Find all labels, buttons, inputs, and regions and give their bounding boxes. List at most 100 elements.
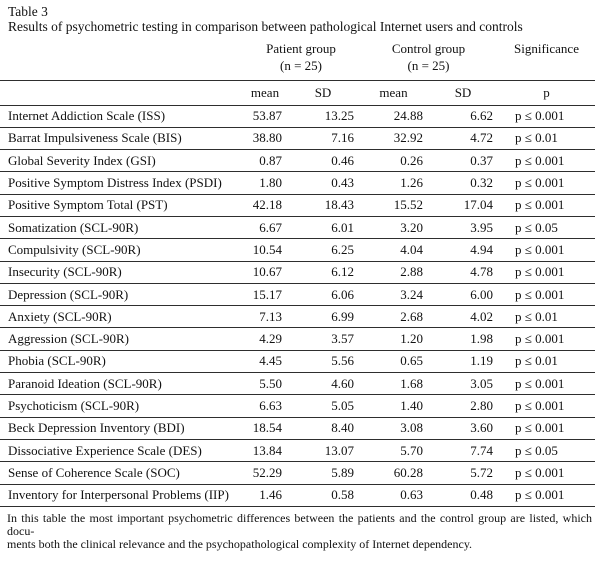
patient-sd-value: 0.43 [287,171,359,195]
table-row: Barrat Impulsiveness Scale (BIS) 38.80 7.1… [0,127,595,151]
control-mean-value: 3.24 [359,283,428,307]
p-value: p ≤ 0.001 [498,283,595,307]
table-header: Patient group (n = 25) Control group (n … [0,38,595,106]
patient-sd-value: 18.43 [287,194,359,217]
patient-mean-value: 38.80 [243,127,287,151]
control-mean-value: 3.08 [359,417,428,440]
patient-mean-value: 6.63 [243,394,287,418]
table-row: Phobia (SCL-90R) 4.45 5.56 0.65 1.19 p ≤ 0.01 [0,350,595,374]
patient-sd-value: 5.89 [287,461,359,485]
control-sd-value: 7.74 [428,439,498,463]
control-sd-value: 4.94 [428,238,498,262]
p-value: p ≤ 0.001 [498,417,595,440]
p-value: p ≤ 0.001 [498,171,595,195]
control-mean-value: 15.52 [359,194,428,217]
control-mean-header: mean [359,80,428,106]
patient-sd-value: 4.60 [287,372,359,396]
table-row: Paranoid Ideation (SCL-90R) 5.50 4.60 1.68 3… [0,372,595,396]
patient-sd-value: 6.01 [287,216,359,240]
patient-mean-value: 18.54 [243,417,287,440]
table-row: Insecurity (SCL-90R) 10.67 6.12 2.88 4.78 p ≤… [0,261,595,284]
control-group-n: (n = 25) [407,58,450,73]
control-sd-header: SD [428,80,498,106]
control-mean-value: 4.04 [359,238,428,262]
control-group-header: Control group (n = 25) [359,38,498,81]
control-sd-value: 4.72 [428,127,498,151]
patient-sd-value: 5.05 [287,394,359,418]
p-value: p ≤ 0.001 [498,484,595,507]
patient-sd-value: 13.07 [287,439,359,463]
table-subtitle: Results of psychometric testing in compa… [8,19,523,34]
patient-mean-value: 1.80 [243,171,287,195]
row-label: Global Severity Index (GSI) [0,149,243,173]
title-block: Table 3 Results of psychometric testing … [0,4,595,35]
control-sd-value: 1.19 [428,350,498,374]
control-mean-value: 1.68 [359,372,428,396]
control-mean-value: 0.65 [359,350,428,374]
row-label: Barrat Impulsiveness Scale (BIS) [0,127,243,151]
table-footnote: In this table the most important psychom… [0,510,595,551]
table-title: Table 3 [8,4,48,19]
control-mean-value: 60.28 [359,461,428,485]
p-value: p ≤ 0.001 [498,261,595,284]
control-mean-value: 1.20 [359,327,428,351]
patient-mean-value: 15.17 [243,283,287,307]
row-label: Compulsivity (SCL-90R) [0,238,243,262]
control-sd-value: 3.95 [428,216,498,240]
patient-sd-value: 0.46 [287,149,359,173]
p-value: p ≤ 0.001 [498,238,595,262]
control-sd-value: 17.04 [428,194,498,217]
table-row: Beck Depression Inventory (BDI) 18.54 8.40… [0,417,595,440]
control-sd-value: 1.98 [428,327,498,351]
table-row: Anxiety (SCL-90R) 7.13 6.99 2.68 4.02 p ≤ 0.0… [0,305,595,329]
p-value: p ≤ 0.001 [498,461,595,485]
row-label: Somatization (SCL-90R) [0,216,243,240]
row-label: Positive Symptom Total (PST) [0,194,243,217]
p-value: p ≤ 0.01 [498,305,595,329]
control-mean-value: 2.68 [359,305,428,329]
row-label: Paranoid Ideation (SCL-90R) [0,372,243,396]
control-sd-value: 6.62 [428,105,498,128]
patient-group-label: Patient group [266,41,336,56]
control-sd-value: 6.00 [428,283,498,307]
patient-sd-value: 5.56 [287,350,359,374]
control-sd-value: 4.02 [428,305,498,329]
group-header-row: Patient group (n = 25) Control group (n … [0,38,595,81]
control-mean-value: 5.70 [359,439,428,463]
control-sd-value: 3.05 [428,372,498,396]
p-value: p ≤ 0.001 [498,194,595,217]
control-sd-value: 0.32 [428,171,498,195]
table-row: Positive Symptom Total (PST) 42.18 18.43 15… [0,194,595,217]
control-mean-value: 32.92 [359,127,428,151]
control-mean-value: 1.26 [359,171,428,195]
row-label: Positive Symptom Distress Index (PSDI) [0,171,243,195]
control-sd-value: 0.48 [428,484,498,507]
psychometric-results-table: Patient group (n = 25) Control group (n … [0,38,595,507]
row-label: Aggression (SCL-90R) [0,327,243,351]
table-row: Depression (SCL-90R) 15.17 6.06 3.24 6.00 p ≤… [0,283,595,307]
row-label: Sense of Coherence Scale (SOC) [0,461,243,485]
patient-sd-value: 8.40 [287,417,359,440]
table-row: Inventory for Interpersonal Problems (II… [0,484,595,507]
control-sd-value: 5.72 [428,461,498,485]
column-header-row: mean SD mean SD p [0,80,595,106]
patient-sd-value: 6.06 [287,283,359,307]
patient-mean-value: 4.29 [243,327,287,351]
patient-mean-value: 5.50 [243,372,287,396]
p-value: p ≤ 0.001 [498,394,595,418]
table-row: Positive Symptom Distress Index (PSDI) 1.… [0,171,595,195]
p-value: p ≤ 0.01 [498,127,595,151]
row-label: Dissociative Experience Scale (DES) [0,439,243,463]
control-sd-value: 2.80 [428,394,498,418]
patient-mean-value: 10.67 [243,261,287,284]
table-body: Internet Addiction Scale (ISS) 53.87 13.25… [0,105,595,507]
control-mean-value: 0.26 [359,149,428,173]
p-value: p ≤ 0.001 [498,105,595,128]
row-label: Insecurity (SCL-90R) [0,261,243,284]
patient-mean-value: 42.18 [243,194,287,217]
table-row: Sense of Coherence Scale (SOC) 52.29 5.89 6… [0,461,595,485]
footnote-line-2: ments both the clinical relevance and th… [7,536,473,551]
patient-sd-value: 6.99 [287,305,359,329]
footnote-line-1: In this table the most important psychom… [7,510,592,538]
control-sd-value: 0.37 [428,149,498,173]
